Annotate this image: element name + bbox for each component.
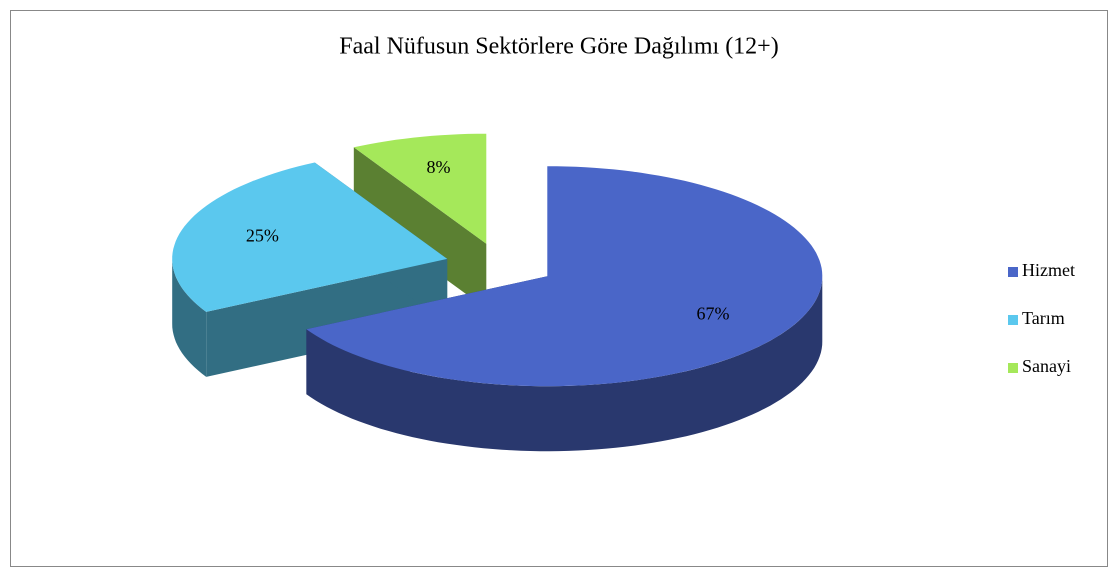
data-label: 67%	[697, 304, 730, 324]
slice-outer-wall	[306, 276, 823, 452]
slice-side	[206, 258, 448, 377]
legend-label: Tarım	[1022, 308, 1065, 328]
slice	[172, 162, 448, 312]
legend-label: Hizmet	[1022, 260, 1075, 280]
slice-side	[353, 147, 487, 309]
slice-outer-wall	[172, 258, 207, 377]
slice	[353, 133, 487, 244]
data-label: 25%	[246, 226, 279, 246]
legend-label: Sanayi	[1022, 356, 1071, 376]
data-label: 8%	[426, 157, 450, 177]
legend-swatch	[1008, 267, 1018, 277]
chart-title: Faal Nüfusun Sektörlere Göre Dağılımı (1…	[339, 34, 778, 60]
legend-swatch	[1008, 315, 1018, 325]
legend-swatch	[1008, 363, 1018, 373]
slice	[306, 166, 823, 387]
